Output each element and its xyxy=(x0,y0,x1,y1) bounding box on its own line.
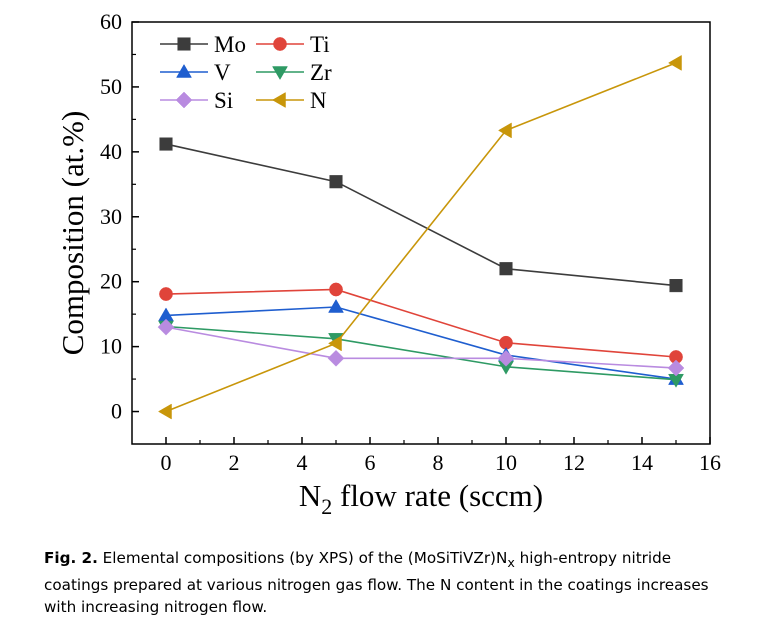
data-point-si xyxy=(667,359,685,377)
legend: Mo Ti V Zr Si N xyxy=(160,32,332,113)
series-line-n xyxy=(165,62,677,413)
legend-label: Si xyxy=(214,88,233,113)
data-point-mo xyxy=(329,175,343,189)
x-axis-title-subscript: 2 xyxy=(321,494,332,519)
y-tick-label: 0 xyxy=(111,399,122,424)
series-line-mo xyxy=(165,143,677,287)
legend-marker xyxy=(272,66,288,81)
ticks-layer: 0 2 4 6 8 10 12 14 16 0 10 20 30 40 50 60 xyxy=(100,9,721,475)
legend-item-v: V xyxy=(160,60,231,85)
legend-item-zr: Zr xyxy=(256,60,332,85)
y-tick-label: 40 xyxy=(100,139,122,164)
caption-text-1: Elemental compositions (by XPS) of the (… xyxy=(97,549,508,567)
data-point-v xyxy=(328,299,344,313)
legend-marker xyxy=(273,37,287,51)
series-line-zr xyxy=(165,325,677,381)
legend-label: Zr xyxy=(310,60,332,85)
series-ti xyxy=(159,282,683,364)
caption-label: Fig. 2. xyxy=(44,549,98,567)
legend-item-si: Si xyxy=(160,88,233,113)
axes-frame xyxy=(131,21,711,445)
legend-marker xyxy=(177,37,191,51)
y-tick-label: 50 xyxy=(100,74,122,99)
series-v xyxy=(158,299,684,385)
series-line-v xyxy=(165,306,677,380)
x-axis-title-main: N xyxy=(299,478,321,513)
caption-text-2: high-entropy nitride coatings prepared a… xyxy=(44,549,709,617)
series-n xyxy=(157,54,682,420)
series-line-si xyxy=(165,326,677,369)
x-tick-label: 14 xyxy=(631,450,653,475)
legend-marker xyxy=(175,91,193,109)
x-tick-label: 10 xyxy=(495,450,517,475)
legend-label: Ti xyxy=(310,32,330,57)
data-point-si xyxy=(157,318,175,336)
data-point-si xyxy=(497,349,515,367)
series-mo xyxy=(159,137,683,293)
x-axis-title: N2 flow rate (sccm) xyxy=(299,478,543,519)
x-axis-title-rest: flow rate (sccm) xyxy=(332,478,543,513)
x-tick-label: 4 xyxy=(297,450,308,475)
legend-marker xyxy=(176,63,192,78)
y-axis-title: Composition (at.%) xyxy=(55,111,90,356)
figure-caption: Fig. 2. Elemental compositions (by XPS) … xyxy=(44,547,734,618)
y-tick-label: 20 xyxy=(100,269,122,294)
x-tick-label: 12 xyxy=(563,450,585,475)
y-tick-label: 10 xyxy=(100,334,122,359)
legend-item-n: N xyxy=(256,88,327,113)
data-point-mo xyxy=(669,279,683,293)
data-point-ti xyxy=(329,282,343,297)
x-tick-label: 0 xyxy=(161,450,172,475)
data-point-si xyxy=(327,349,345,367)
x-tick-label: 2 xyxy=(229,450,240,475)
data-point-mo xyxy=(159,137,173,151)
x-tick-label: 6 xyxy=(365,450,376,475)
legend-label: V xyxy=(214,60,231,85)
y-tick-label: 30 xyxy=(100,204,122,229)
series-layer xyxy=(157,54,685,420)
data-point-mo xyxy=(499,262,513,276)
legend-label: Mo xyxy=(214,32,246,57)
x-tick-label: 8 xyxy=(433,450,444,475)
plot-area: 0 2 4 6 8 10 12 14 16 0 10 20 30 40 50 60 Mo Ti V Zr Si N xyxy=(100,9,721,475)
caption-subscript: x xyxy=(507,555,515,571)
x-tick-label: 16 xyxy=(699,450,721,475)
y-tick-label: 60 xyxy=(100,9,122,34)
data-point-n xyxy=(157,403,172,420)
legend-item-mo: Mo xyxy=(160,32,246,57)
data-point-ti xyxy=(159,287,173,301)
legend-label: N xyxy=(310,88,327,113)
series-si xyxy=(157,318,685,377)
series-line-ti xyxy=(165,288,677,358)
data-point-n xyxy=(667,54,682,71)
data-point-n xyxy=(327,335,342,352)
data-point-n xyxy=(497,122,512,139)
legend-marker xyxy=(271,92,286,108)
legend-item-ti: Ti xyxy=(256,32,330,57)
